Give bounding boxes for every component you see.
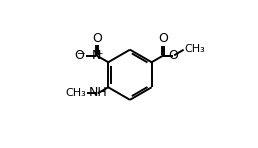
Text: CH₃: CH₃ — [66, 88, 87, 98]
Text: −: − — [77, 49, 86, 59]
Text: +: + — [95, 49, 103, 58]
Text: O: O — [75, 49, 84, 62]
Text: N: N — [92, 49, 102, 62]
Text: CH₃: CH₃ — [184, 44, 205, 54]
Text: NH: NH — [89, 86, 108, 99]
Text: O: O — [168, 49, 179, 62]
Text: O: O — [158, 32, 168, 45]
Text: O: O — [92, 32, 102, 45]
